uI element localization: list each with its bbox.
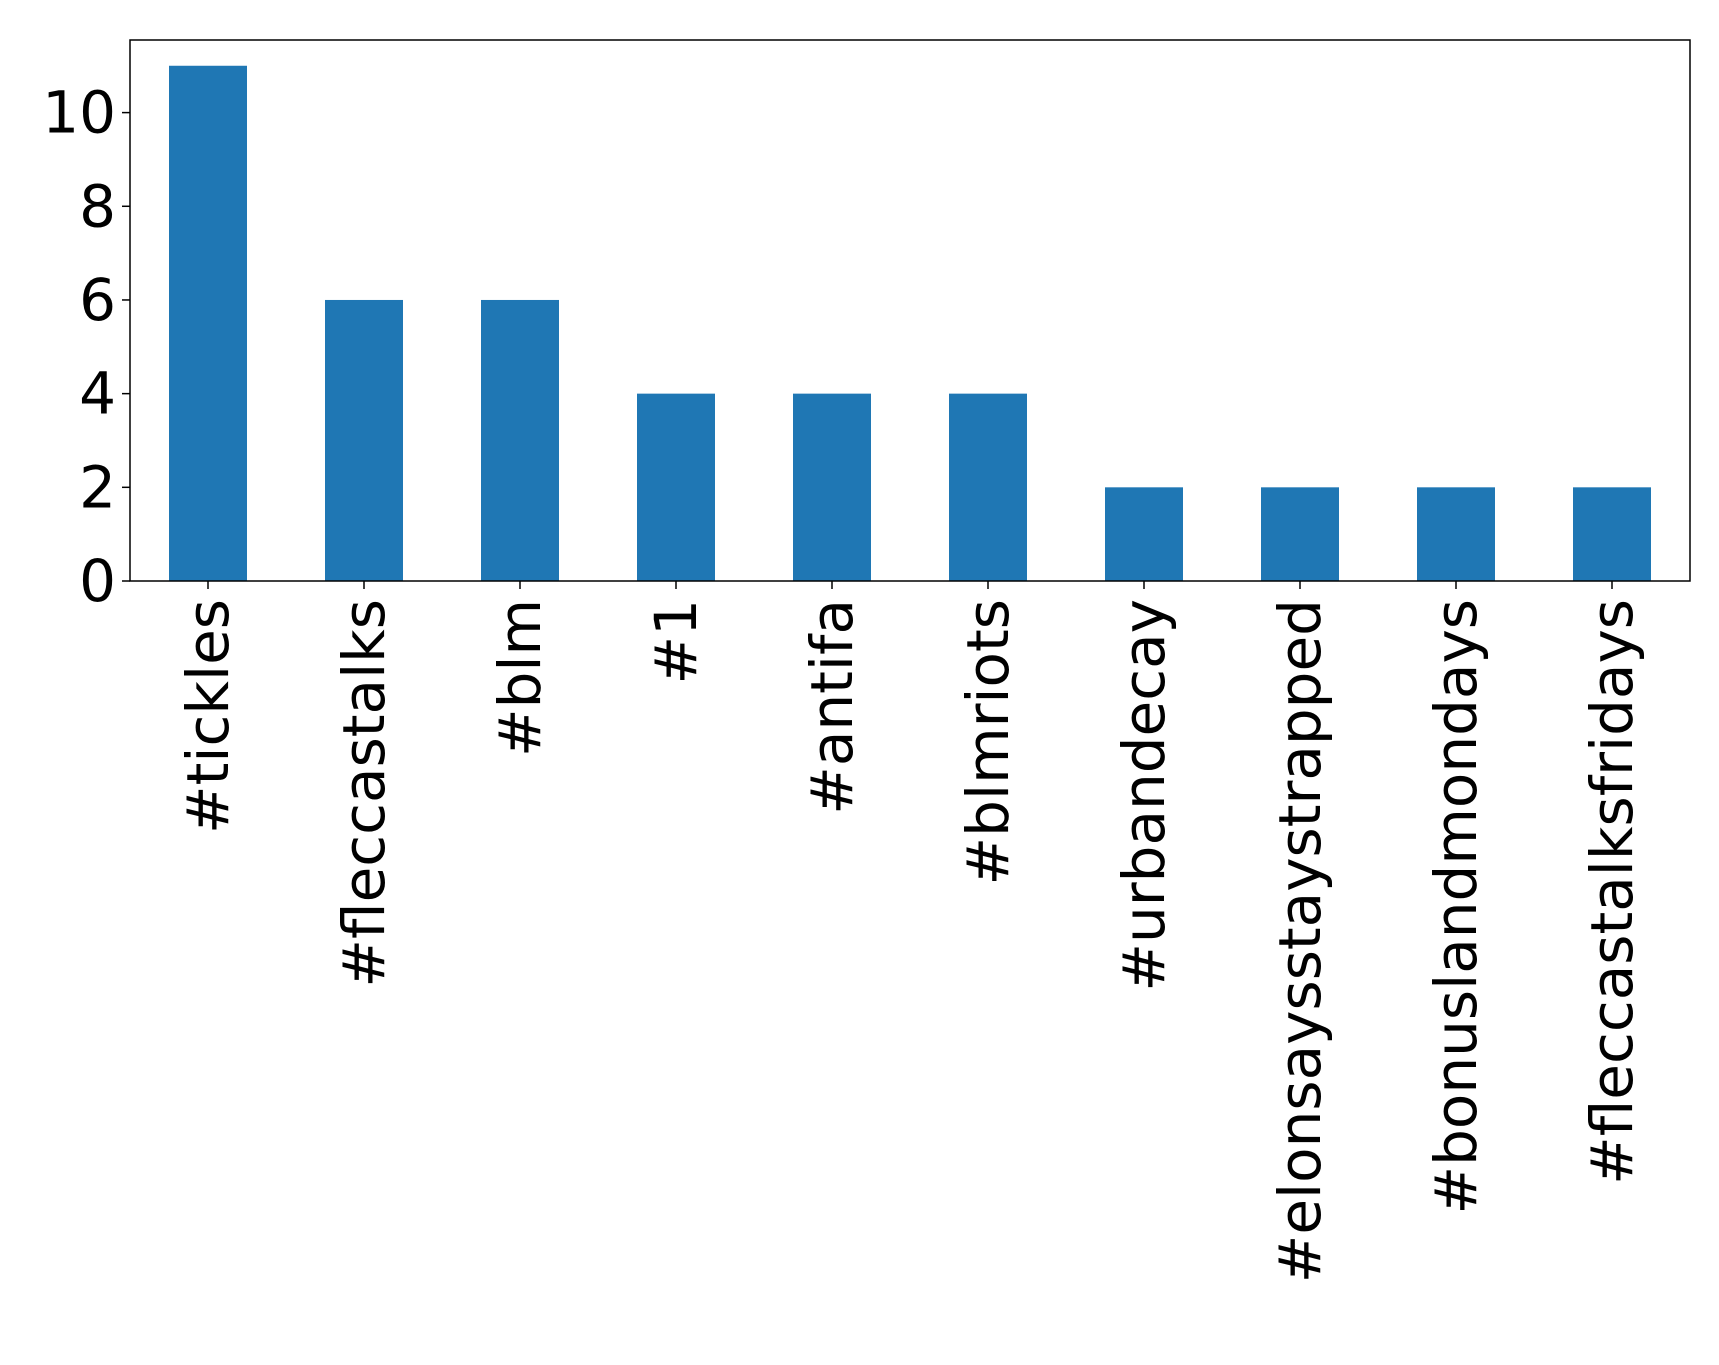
x-tick-label: #bonuslandmondays	[1422, 599, 1490, 1215]
x-tick-label: #urbandecay	[1110, 599, 1178, 992]
y-axis-ticks: 0 2 4 6 8 10	[42, 79, 130, 615]
bar-blmriots	[949, 393, 1027, 581]
plot-frame	[129, 39, 1691, 582]
x-tick-label: #elonsaysstaystrapped	[1266, 599, 1334, 1283]
y-tick-label: 6	[79, 266, 116, 334]
bar-urbandecay	[1105, 487, 1183, 581]
x-axis-ticks: #tickles #fleccastalks #blm #1 #antifa #blmri…	[174, 581, 1646, 1283]
y-tick-label: 10	[42, 79, 116, 147]
y-tick-label: 8	[79, 172, 116, 240]
bars-group	[169, 65, 1651, 581]
x-tick-label: #fleccastalks	[330, 599, 398, 988]
bar-tickles	[169, 65, 247, 581]
x-tick-label: #blmriots	[954, 599, 1022, 885]
x-tick-label: #fleccastalksfridays	[1578, 599, 1646, 1185]
y-tick-label: 2	[79, 453, 116, 521]
y-tick-label: 0	[79, 547, 116, 615]
y-tick-label: 4	[79, 360, 116, 428]
bar-antifa	[793, 393, 871, 581]
bar-bonuslandmondays	[1417, 487, 1495, 581]
bar-fleccastalksfridays	[1573, 487, 1651, 581]
bar-blm	[481, 299, 559, 581]
x-tick-label: #tickles	[174, 599, 242, 834]
bar-elonsaysstaystrapped	[1261, 487, 1339, 581]
x-tick-label: #antifa	[798, 599, 866, 815]
bar-fleccastalks	[325, 299, 403, 581]
x-tick-label: #1	[642, 599, 710, 685]
x-tick-label: #blm	[486, 599, 554, 757]
bar-1	[637, 393, 715, 581]
